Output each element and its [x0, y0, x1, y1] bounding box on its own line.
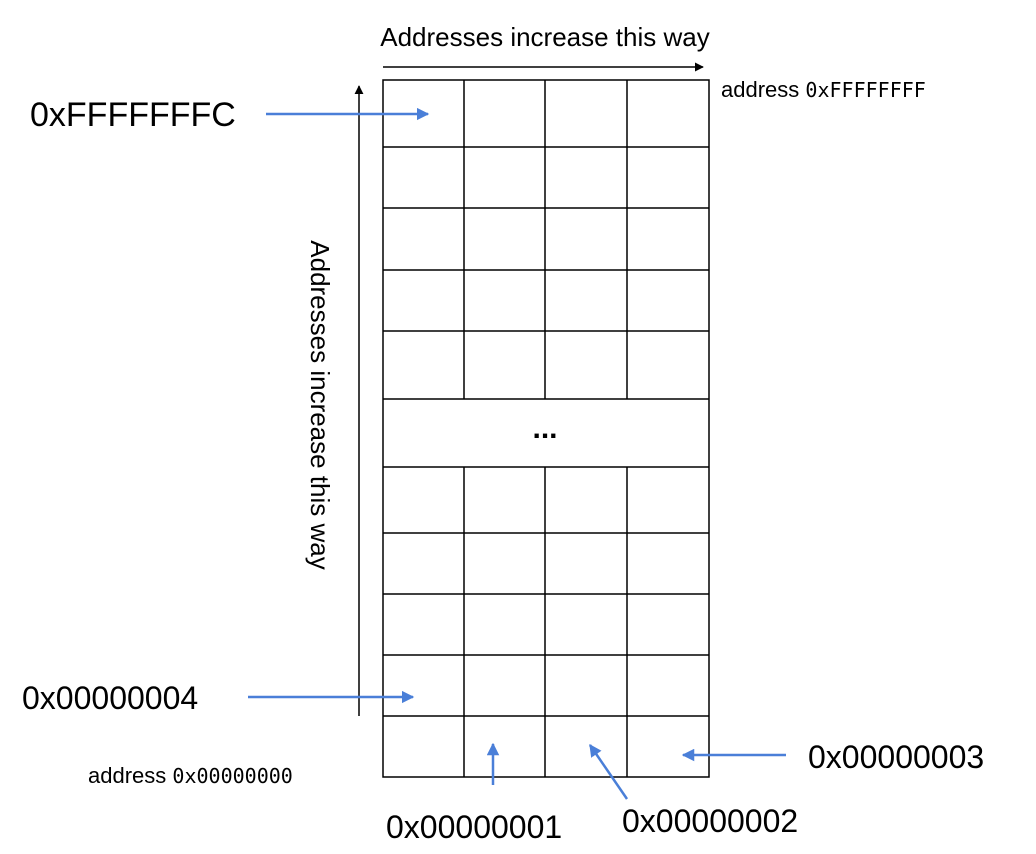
top-address-value: 0xFFFFFFFF	[805, 78, 925, 102]
pointer-label-byte-2: 0x00000002	[622, 803, 798, 839]
grid-outline	[382, 79, 710, 778]
pointer-arrow-byte-2	[588, 743, 629, 800]
pointer-label-word-4: 0x00000004	[22, 680, 198, 716]
top-address-label: address 0xFFFFFFFF	[721, 77, 926, 102]
bottom-address-word: address	[88, 763, 166, 788]
pointer-label-byte-1: 0x00000001	[386, 809, 562, 845]
bottom-address-value: 0x00000000	[172, 764, 292, 788]
pointer-label-top-word: 0xFFFFFFFC	[30, 96, 236, 134]
ellipsis: ...	[532, 412, 557, 445]
top-axis-label: Addresses increase this way	[380, 22, 709, 52]
memory-grid	[382, 79, 710, 778]
pointer-label-byte-3: 0x00000003	[808, 739, 984, 775]
bottom-address-label: address 0x00000000	[88, 763, 293, 788]
top-address-word: address	[721, 77, 799, 102]
side-axis-label: Addresses increase this way	[305, 240, 335, 569]
